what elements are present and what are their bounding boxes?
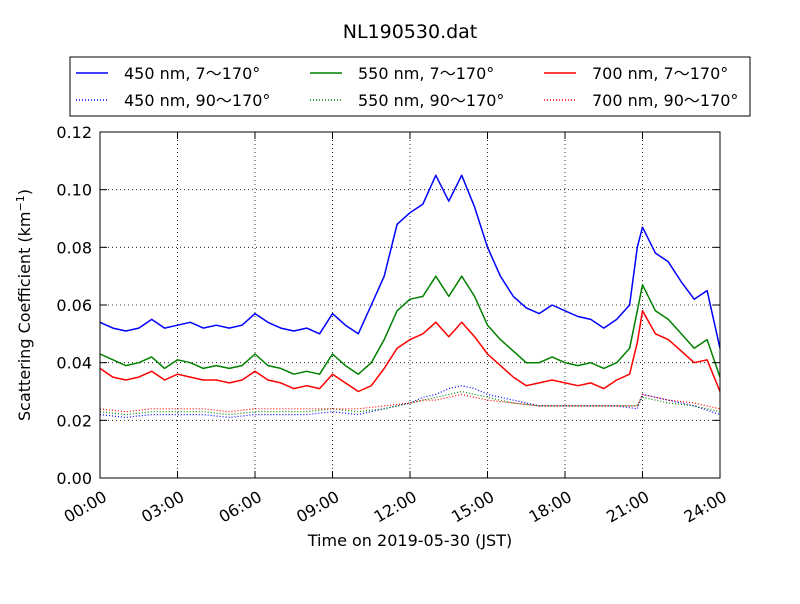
chart-title: NL190530.dat <box>343 21 478 43</box>
y-tick-label: 0.04 <box>56 354 92 373</box>
series-line-550-nm-90-170 <box>99 390 721 416</box>
y-tick-label: 0.06 <box>56 296 92 315</box>
y-tick-label: 0.08 <box>56 238 92 257</box>
legend-box <box>69 56 751 117</box>
legend-items: 450 nm, 7～170° 550 nm, 7～170° 700 nm, 7～17… <box>76 64 738 110</box>
legend-label-700-nm-90-170: 700 nm, 90～170° <box>592 91 738 110</box>
series-line-700-nm-7-170 <box>99 310 721 393</box>
y-axis-label: Scattering Coefficient (km−1) <box>14 189 34 421</box>
y-tick-label: 0.02 <box>56 411 92 430</box>
y-tick-label: 0.10 <box>56 181 92 200</box>
legend-label-550-nm-90-170: 550 nm, 90～170° <box>358 91 504 110</box>
x-axis-label: Time on 2019-05-30 (JST) <box>307 531 512 550</box>
y-tick-label: 0.00 <box>56 469 92 488</box>
series-line-700-nm-90-170 <box>99 393 721 413</box>
y-axis-label-main: Scattering Coefficient (km <box>15 211 34 421</box>
legend-label-550-nm-7-170: 550 nm, 7～170° <box>358 64 494 83</box>
series-group <box>99 174 721 418</box>
legend: 450 nm, 7～170° 550 nm, 7～170° 700 nm, 7～17… <box>69 56 751 117</box>
legend-label-450-nm-7-170: 450 nm, 7～170° <box>124 64 260 83</box>
legend-label-450-nm-90-170: 450 nm, 90～170° <box>124 91 270 110</box>
series-line-550-nm-7-170 <box>99 275 721 378</box>
series-line-450-nm-90-170 <box>99 385 721 418</box>
y-axis-label-close: ) <box>15 189 34 195</box>
y-axis-label-superscript: −1 <box>14 195 27 211</box>
legend-label-700-nm-7-170: 700 nm, 7～170° <box>592 64 728 83</box>
y-tick-label: 0.12 <box>56 123 92 142</box>
series-line-450-nm-7-170 <box>99 174 721 349</box>
